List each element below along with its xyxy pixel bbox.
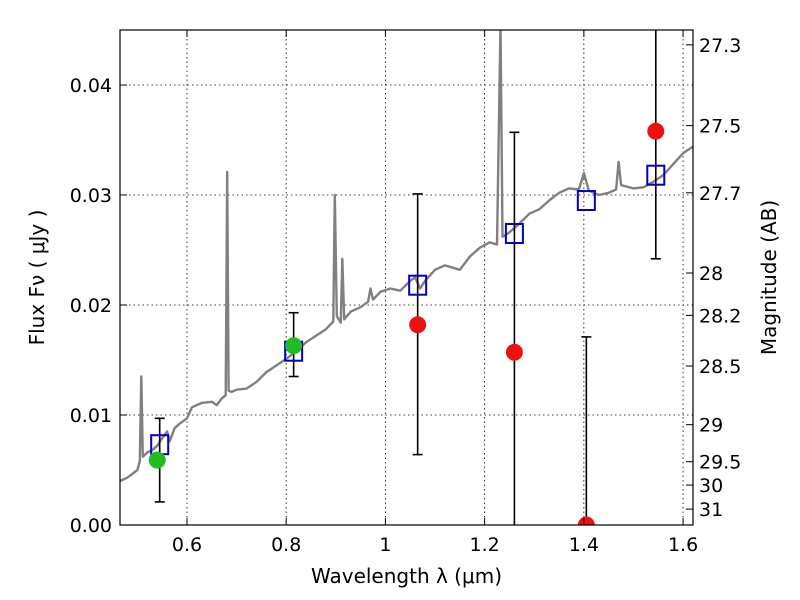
y-tick-label: 0.00	[70, 515, 112, 537]
model-photometry-square	[504, 223, 524, 244]
x-tick-label: 1.4	[569, 534, 599, 556]
green-photometry-point	[148, 451, 166, 469]
mag-tick-label: 27.3	[699, 35, 741, 57]
mag-tick-label: 31	[699, 499, 723, 521]
tick-marks	[120, 30, 693, 526]
spectrum-line	[120, 30, 693, 483]
plot-area	[120, 30, 693, 525]
tick-labels: 0.6 0.8 1 1.2 1.4 1.6 0.00 0.01 0.02 0.03 0.04 27.3…	[70, 35, 742, 556]
x-axis-label: Wavelength λ (μm)	[311, 564, 502, 588]
mag-tick-label: 29	[699, 415, 723, 437]
red-photometry-point	[577, 516, 595, 525]
x-tick-label: 1.2	[470, 534, 500, 556]
x-tick-label: 0.8	[271, 534, 301, 556]
mag-tick-label: 28	[699, 263, 723, 285]
model-photometry-square	[576, 190, 596, 211]
red-photometry-point	[505, 343, 523, 361]
model-photometry-square	[646, 164, 666, 186]
mag-tick-label: 27.5	[699, 116, 741, 138]
y-tick-label: 0.02	[70, 295, 112, 317]
mag-tick-label: 28.2	[699, 305, 741, 327]
mag-tick-label: 28.5	[699, 356, 741, 378]
green-photometry-point	[285, 337, 303, 355]
red-photometry-point	[647, 122, 665, 140]
plot-frame	[119, 29, 694, 526]
grid	[120, 30, 693, 526]
x-tick-label: 0.6	[172, 534, 202, 556]
y-axis-right-label: Magnitude (AB)	[757, 200, 781, 355]
y-tick-label: 0.04	[70, 75, 112, 97]
y-tick-label: 0.01	[70, 405, 112, 427]
x-tick-label: 1.6	[668, 534, 698, 556]
mag-tick-label: 29.5	[699, 452, 741, 474]
red-photometry-point	[409, 316, 427, 334]
y-axis-label: Flux Fν ( μJy )	[25, 210, 49, 346]
mag-tick-label: 30	[699, 475, 723, 497]
mag-tick-label: 27.7	[699, 183, 741, 205]
y-tick-label: 0.03	[70, 185, 112, 207]
model-photometry-square	[408, 274, 428, 296]
x-tick-label: 1	[379, 534, 391, 556]
